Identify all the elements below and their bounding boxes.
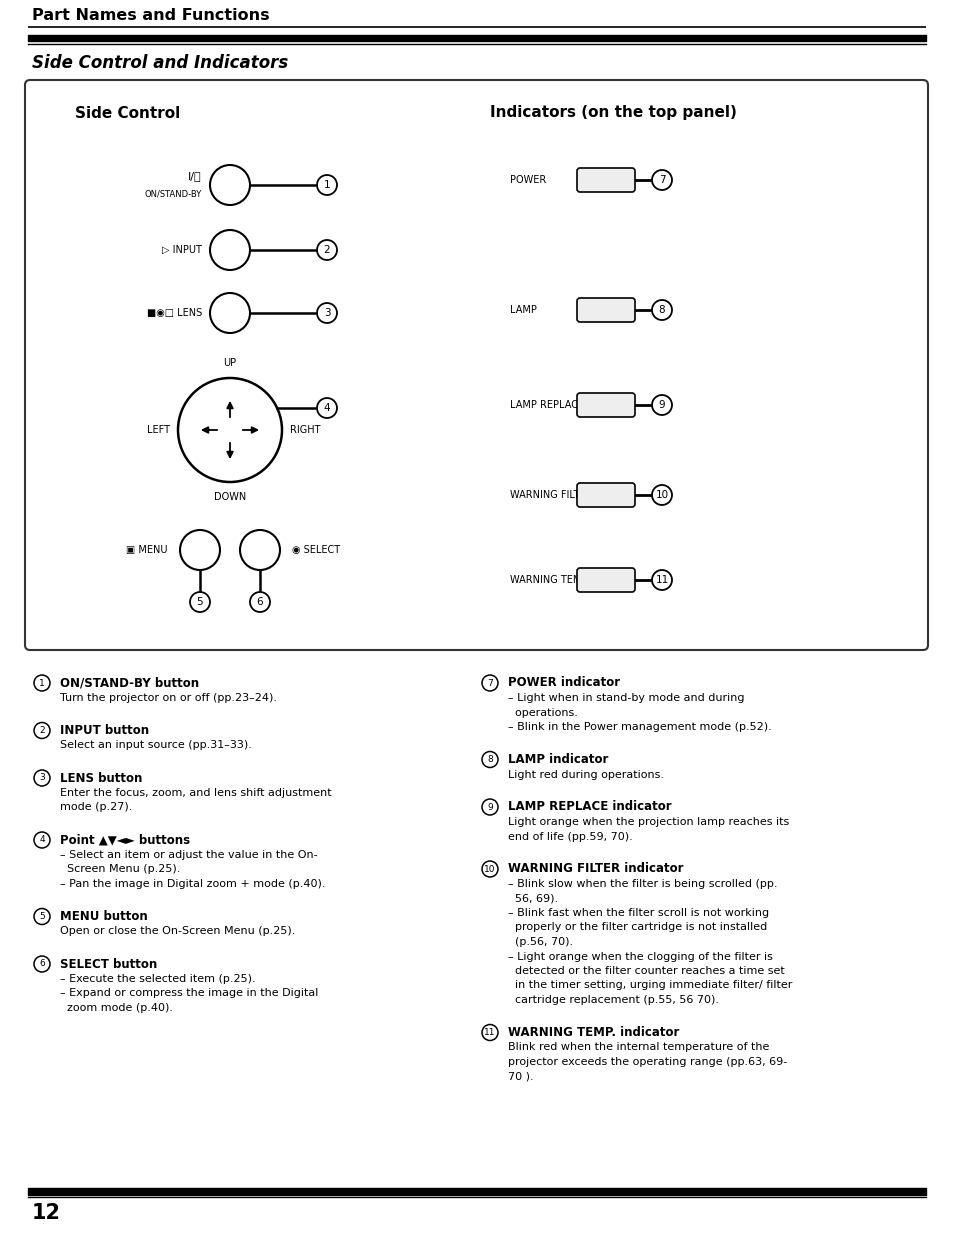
Text: operations.: operations. — [507, 708, 578, 718]
Text: LAMP REPLACE: LAMP REPLACE — [510, 400, 583, 410]
Text: Blink red when the internal temperature of the: Blink red when the internal temperature … — [507, 1042, 768, 1052]
Text: (p.56, 70).: (p.56, 70). — [507, 937, 573, 947]
Text: Light red during operations.: Light red during operations. — [507, 769, 663, 779]
Text: ON/STAND-BY button: ON/STAND-BY button — [60, 677, 199, 689]
Text: 2: 2 — [323, 245, 330, 254]
Text: 10: 10 — [484, 864, 496, 873]
Text: 7: 7 — [487, 678, 493, 688]
Text: 9: 9 — [658, 400, 664, 410]
Text: – Blink in the Power management mode (p.52).: – Blink in the Power management mode (p.… — [507, 722, 771, 732]
Text: RIGHT: RIGHT — [290, 425, 320, 435]
FancyBboxPatch shape — [25, 80, 927, 650]
Text: end of life (pp.59, 70).: end of life (pp.59, 70). — [507, 831, 632, 841]
Text: projector exceeds the operating range (pp.63, 69-: projector exceeds the operating range (p… — [507, 1057, 786, 1067]
Text: 11: 11 — [484, 1028, 496, 1037]
Text: – Blink fast when the filter scroll is not working: – Blink fast when the filter scroll is n… — [507, 908, 768, 918]
Text: Open or close the On-Screen Menu (p.25).: Open or close the On-Screen Menu (p.25). — [60, 926, 295, 936]
Text: INPUT button: INPUT button — [60, 724, 149, 737]
Text: properly or the filter cartridge is not installed: properly or the filter cartridge is not … — [507, 923, 766, 932]
Text: 70 ).: 70 ). — [507, 1072, 533, 1082]
Text: 3: 3 — [323, 308, 330, 317]
Text: – Light orange when the clogging of the filter is: – Light orange when the clogging of the … — [507, 951, 772, 962]
Text: I/⏻: I/⏻ — [188, 170, 202, 182]
Text: WARNING TEMP.: WARNING TEMP. — [510, 576, 588, 585]
Text: ▷ INPUT: ▷ INPUT — [162, 245, 202, 254]
Text: ■◉□ LENS: ■◉□ LENS — [147, 308, 202, 317]
Text: in the timer setting, urging immediate filter/ filter: in the timer setting, urging immediate f… — [507, 981, 792, 990]
Text: 4: 4 — [323, 403, 330, 412]
Text: LAMP REPLACE indicator: LAMP REPLACE indicator — [507, 800, 671, 814]
Text: Side Control and Indicators: Side Control and Indicators — [32, 54, 288, 72]
Text: UP: UP — [223, 358, 236, 368]
Text: Screen Menu (p.25).: Screen Menu (p.25). — [60, 864, 180, 874]
Text: POWER indicator: POWER indicator — [507, 677, 619, 689]
Text: ▣ MENU: ▣ MENU — [127, 545, 168, 555]
FancyBboxPatch shape — [577, 298, 635, 322]
Text: LAMP indicator: LAMP indicator — [507, 753, 608, 766]
Text: – Pan the image in Digital zoom + mode (p.40).: – Pan the image in Digital zoom + mode (… — [60, 879, 325, 889]
FancyBboxPatch shape — [577, 393, 635, 417]
Text: mode (p.27).: mode (p.27). — [60, 803, 132, 813]
Text: 6: 6 — [256, 597, 263, 606]
Text: 7: 7 — [658, 175, 664, 185]
Text: 2: 2 — [39, 726, 45, 735]
Text: – Light when in stand-by mode and during: – Light when in stand-by mode and during — [507, 693, 743, 703]
Text: Indicators (on the top panel): Indicators (on the top panel) — [490, 105, 736, 121]
Text: cartridge replacement (p.55, 56 70).: cartridge replacement (p.55, 56 70). — [507, 995, 719, 1005]
Text: – Blink slow when the filter is being scrolled (pp.: – Blink slow when the filter is being sc… — [507, 879, 777, 889]
Text: Turn the projector on or off (pp.23–24).: Turn the projector on or off (pp.23–24). — [60, 693, 276, 703]
Text: Part Names and Functions: Part Names and Functions — [32, 7, 270, 22]
Text: 1: 1 — [39, 678, 45, 688]
Text: 8: 8 — [487, 755, 493, 764]
Text: LENS button: LENS button — [60, 772, 142, 784]
Text: 4: 4 — [39, 836, 45, 845]
Text: SELECT button: SELECT button — [60, 957, 157, 971]
Text: Light orange when the projection lamp reaches its: Light orange when the projection lamp re… — [507, 818, 788, 827]
Text: WARNING FILTER indicator: WARNING FILTER indicator — [507, 862, 682, 876]
Text: DOWN: DOWN — [213, 492, 246, 501]
Text: Select an input source (pp.31–33).: Select an input source (pp.31–33). — [60, 741, 252, 751]
Text: 12: 12 — [32, 1203, 61, 1223]
Text: Enter the focus, zoom, and lens shift adjustment: Enter the focus, zoom, and lens shift ad… — [60, 788, 332, 798]
Text: – Execute the selected item (p.25).: – Execute the selected item (p.25). — [60, 974, 255, 984]
Text: 11: 11 — [655, 576, 668, 585]
Text: 5: 5 — [196, 597, 203, 606]
Text: 10: 10 — [655, 490, 668, 500]
Text: LAMP: LAMP — [510, 305, 537, 315]
FancyBboxPatch shape — [577, 483, 635, 508]
FancyBboxPatch shape — [577, 568, 635, 592]
Text: 1: 1 — [323, 180, 330, 190]
FancyBboxPatch shape — [577, 168, 635, 191]
Text: WARNING FILTER: WARNING FILTER — [510, 490, 592, 500]
Text: WARNING TEMP. indicator: WARNING TEMP. indicator — [507, 1026, 679, 1039]
Text: 56, 69).: 56, 69). — [507, 893, 558, 904]
Text: zoom mode (p.40).: zoom mode (p.40). — [60, 1003, 172, 1013]
Text: Point ▲▼◄► buttons: Point ▲▼◄► buttons — [60, 834, 190, 846]
Text: – Select an item or adjust the value in the On-: – Select an item or adjust the value in … — [60, 850, 317, 860]
Text: MENU button: MENU button — [60, 910, 148, 923]
Text: LEFT: LEFT — [147, 425, 170, 435]
Text: 5: 5 — [39, 911, 45, 921]
Text: 3: 3 — [39, 773, 45, 783]
Text: 9: 9 — [487, 803, 493, 811]
Text: ON/STAND-BY: ON/STAND-BY — [145, 189, 202, 199]
Text: Side Control: Side Control — [75, 105, 180, 121]
Text: – Expand or compress the image in the Digital: – Expand or compress the image in the Di… — [60, 988, 318, 999]
Text: POWER: POWER — [510, 175, 546, 185]
Text: 8: 8 — [658, 305, 664, 315]
Text: ◉ SELECT: ◉ SELECT — [292, 545, 340, 555]
Text: 6: 6 — [39, 960, 45, 968]
Text: detected or the filter counter reaches a time set: detected or the filter counter reaches a… — [507, 966, 784, 976]
